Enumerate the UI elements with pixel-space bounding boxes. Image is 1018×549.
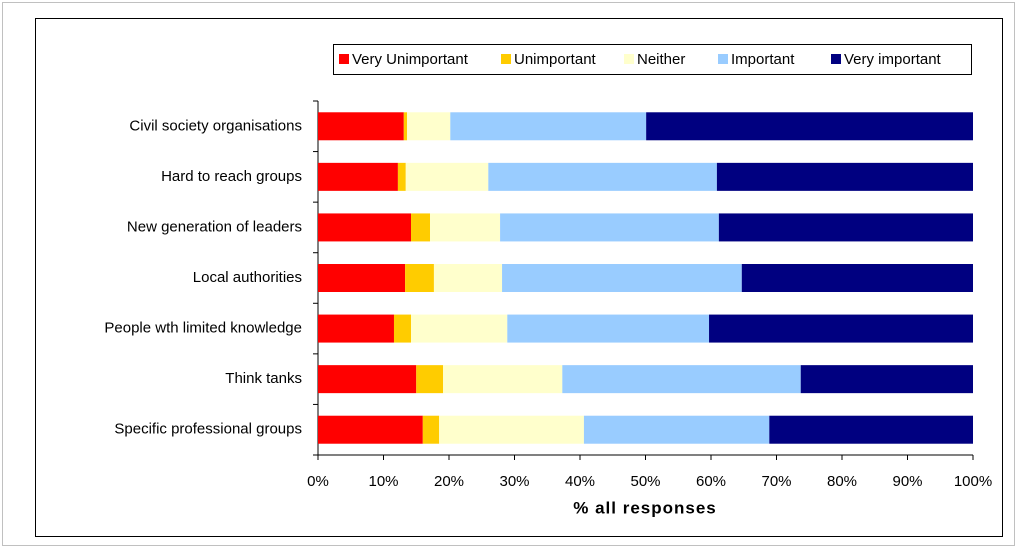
- legend-label: Very important: [844, 51, 942, 68]
- legend-label: Neither: [637, 51, 685, 68]
- legend-swatch: [624, 54, 634, 64]
- bar-segment: [646, 112, 973, 141]
- legend-swatch: [831, 54, 841, 64]
- bar-segment: [443, 365, 563, 394]
- x-tick-label: 50%: [630, 473, 660, 490]
- bar-segment: [439, 415, 584, 444]
- y-tick-label: People wth limited knowledge: [104, 320, 302, 337]
- bar-segment: [411, 213, 431, 242]
- x-tick-label: 90%: [892, 473, 922, 490]
- y-tick-label: Civil society organisations: [129, 117, 302, 134]
- bar-segment: [583, 415, 770, 444]
- x-tick-label: 40%: [565, 473, 595, 490]
- bar-segment: [507, 314, 710, 343]
- x-tick-label: 30%: [499, 473, 529, 490]
- bar-segment: [416, 365, 444, 394]
- bar-segment: [318, 162, 398, 191]
- x-tick-label: 100%: [954, 473, 992, 490]
- bar-segment: [430, 213, 501, 242]
- bar-segment: [405, 162, 489, 191]
- bar-segment: [318, 365, 417, 394]
- x-tick-label: 70%: [761, 473, 791, 490]
- legend-swatch: [339, 54, 349, 64]
- legend-swatch: [718, 54, 728, 64]
- bar-segment: [741, 264, 973, 292]
- y-tick-label: New generation of leaders: [127, 218, 302, 235]
- bar-segment: [405, 264, 434, 292]
- y-tick-label: Hard to reach groups: [161, 168, 302, 185]
- bar-segment: [562, 365, 801, 394]
- bar-segment: [393, 314, 412, 343]
- bar-segment: [403, 112, 408, 141]
- bar-segment: [716, 162, 973, 191]
- x-axis-label: % all responses: [573, 498, 717, 517]
- bar-segment: [318, 213, 412, 242]
- y-tick-label: Local authorities: [193, 269, 302, 286]
- bar-segment: [769, 415, 973, 444]
- x-tick-label: 0%: [307, 473, 329, 490]
- bar-segment: [422, 415, 440, 444]
- legend-label: Very Unimportant: [352, 51, 469, 68]
- bar-segment: [407, 112, 451, 141]
- legend-label: Important: [731, 51, 795, 68]
- y-tick-label: Think tanks: [225, 370, 302, 387]
- bar-segment: [488, 162, 717, 191]
- bar-segment: [718, 213, 973, 242]
- bar-segment: [318, 415, 423, 444]
- bar-segment: [500, 213, 719, 242]
- bar-segment: [397, 162, 406, 191]
- x-tick-label: 80%: [827, 473, 857, 490]
- x-tick-label: 10%: [368, 473, 398, 490]
- bar-segment: [450, 112, 647, 141]
- bar-segment: [502, 264, 742, 292]
- x-tick-label: 20%: [434, 473, 464, 490]
- bar-segment: [709, 314, 973, 343]
- bar-segment: [800, 365, 973, 394]
- legend-box: [333, 44, 972, 75]
- x-tick-label: 60%: [696, 473, 726, 490]
- y-tick-label: Specific professional groups: [114, 421, 302, 438]
- legend-label: Unimportant: [514, 51, 597, 68]
- bar-segment: [318, 112, 404, 141]
- bar-segment: [433, 264, 503, 292]
- bar-segment: [318, 264, 406, 292]
- bar-segment: [318, 314, 394, 343]
- bar-segment: [411, 314, 508, 343]
- legend-swatch: [501, 54, 511, 64]
